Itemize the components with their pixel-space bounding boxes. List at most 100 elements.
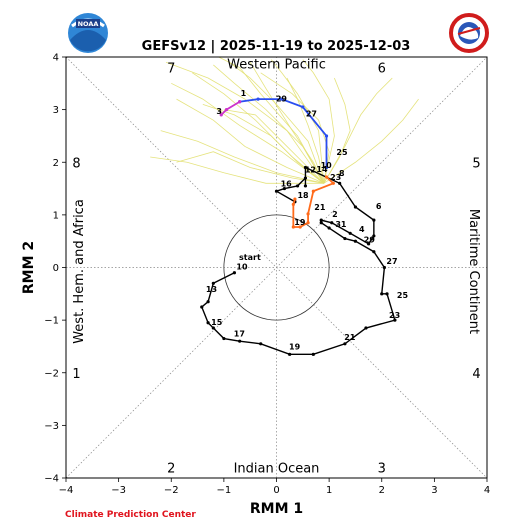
observed-date-label: 10 [236,263,248,272]
observed-date-label: 29 [364,235,376,244]
forecast-early-point-3 [306,212,310,216]
observed-date-label: 21 [344,333,356,342]
observed-date-label: 13 [206,285,217,294]
observed-date-label: 4 [359,225,365,234]
svg-text:NOAA: NOAA [78,20,99,28]
observed-date-label: 16 [281,180,293,189]
phase-number: 2 [167,461,175,476]
observed-point-30 [303,165,308,170]
phase-number: 1 [72,367,80,382]
x-tick-label: 1 [326,485,332,496]
x-axis: −4 −3 −2 −1 0 1 2 3 4 [59,478,490,496]
forecast-early-point-5 [298,225,302,229]
observed-point-7 [238,339,242,343]
forecast-date-label: 19 [294,218,306,227]
observed-date-label: 23 [389,311,400,320]
forecast-tail-point-0 [238,100,242,104]
forecast-date-label: 21 [314,203,326,212]
y-tick-label: −1 [44,316,59,327]
observed-point-4 [206,321,210,325]
forecast-early-point-4 [306,221,310,225]
nws-logo [449,13,489,53]
forecast-early-point-8 [293,197,297,201]
ensemble-member-9 [323,98,419,184]
x-axis-title: RMM 1 [250,501,303,517]
x-tick-label: −2 [164,485,179,496]
phase-number: 4 [472,367,480,382]
y-axis-title: RMM 2 [21,241,37,294]
ensemble-member-19 [286,77,325,184]
ensemble-member-1 [192,72,325,184]
region-label-right: Maritime Continent [466,209,481,334]
chart-title: GEFSv12 | 2025-11-19 to 2025-12-03 [142,39,411,54]
y-axis: −4 −3 −2 −1 0 1 2 3 4 [44,53,66,485]
observed-date-label: 6 [376,202,382,211]
observed-date-label: 27 [386,257,397,266]
noaa-logo: NOAA [68,13,108,53]
phase-number: 6 [378,62,386,77]
observed-point-9 [288,352,292,356]
observed-date-label: 19 [289,343,301,352]
observed-point-22 [319,218,323,222]
y-tick-label: −2 [44,368,59,379]
observed-point-15 [380,292,384,296]
forecast-date-label: 27 [306,110,317,119]
observed-point-13 [393,318,397,322]
observed-point-26 [372,234,376,238]
x-tick-label: 2 [379,485,385,496]
forecast-tail-point-2 [219,113,223,117]
forecast-late-point-4 [256,97,260,101]
forecast-date-label: 23 [330,173,341,182]
observed-point-0 [232,271,236,275]
forecast-late-point-0 [324,165,329,170]
ensemble-members [150,56,419,184]
phase-number: 5 [472,156,480,171]
observed-point-25 [366,242,371,246]
observed-point-35 [274,189,279,193]
x-tick-label: 3 [431,485,437,496]
observed-point-31 [303,184,308,188]
forecast-late-point-3 [280,97,284,101]
ensemble-member-4 [176,98,325,184]
observed-date-label: 15 [211,318,223,327]
y-tick-label: 3 [53,105,59,116]
observed-date-label: 25 [397,291,409,300]
ensemble-member-15 [165,61,325,184]
observed-point-32 [303,176,308,180]
observed-point-18 [353,239,358,243]
forecast-tail-point-1 [224,108,229,112]
observed-point-8 [259,342,263,346]
forecast-late-path [239,98,328,168]
observed-point-10 [311,352,315,356]
x-tick-label: 0 [273,485,279,496]
observed-date-label: 18 [297,191,309,200]
y-tick-label: 4 [53,53,59,64]
observed-point-1 [211,281,215,285]
ensemble-member-7 [302,59,335,184]
observed-date-label: 14 [316,165,328,174]
observed-point-29 [338,181,342,185]
ensemble-member-17 [223,109,325,184]
observed-point-20 [327,226,331,230]
forecast-date-label: 3 [216,107,222,116]
forecast-early-point-7 [291,202,295,206]
observed-date-label: 2 [332,210,338,219]
observed-point-27 [372,218,376,222]
x-tick-label: −3 [111,485,126,496]
observed-point-23 [330,221,334,225]
observed-date-label: 17 [234,330,245,339]
y-tick-label: 2 [53,158,59,169]
observed-point-21 [319,221,323,225]
observed-point-14 [385,292,389,296]
phase-number: 8 [72,156,80,171]
phase-number: 3 [378,461,386,476]
unit-circle [223,214,330,321]
observed-date-label: 10 [321,161,333,170]
ensemble-member-6 [270,59,325,184]
observed-point-19 [343,236,347,241]
observed-date-label: 12 [305,165,316,174]
ensemble-member-16 [323,77,351,184]
x-tick-label: 4 [484,485,490,496]
